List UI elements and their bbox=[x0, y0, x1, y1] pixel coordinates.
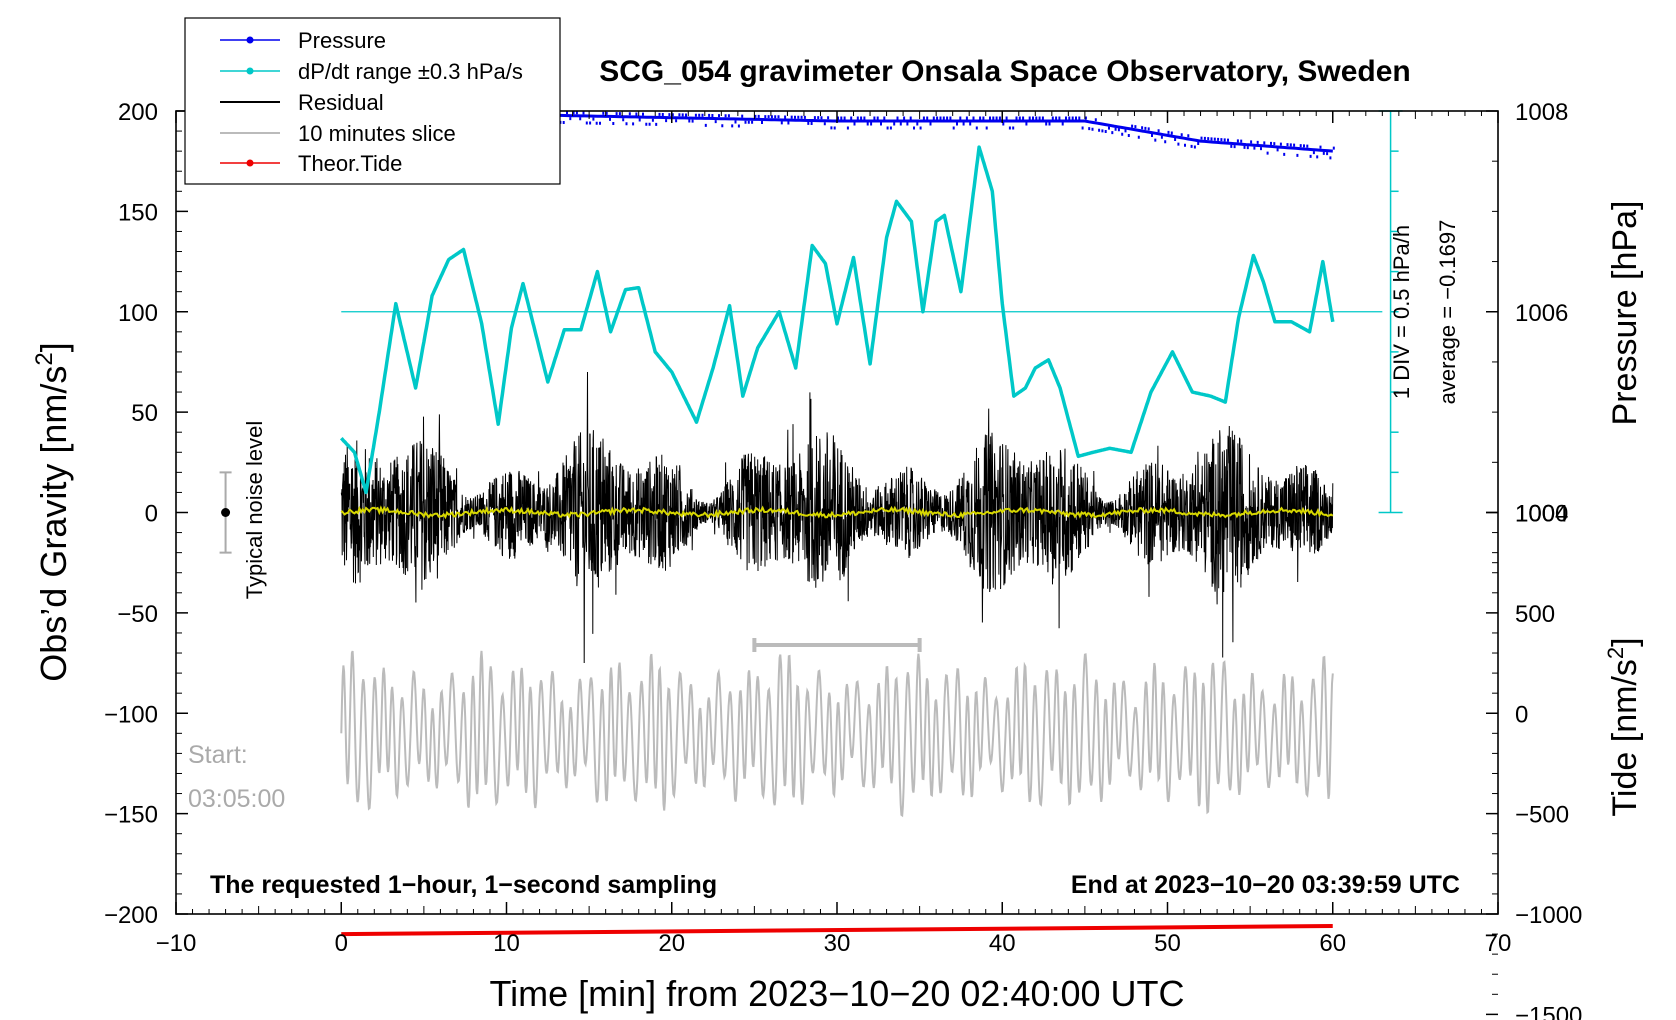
tide-tick-label: −1000 bbox=[1515, 902, 1582, 929]
start-time: 03:05:00 bbox=[188, 785, 285, 813]
y-axis-label-tide-end: ] bbox=[1606, 637, 1644, 646]
x-tick-label: 0 bbox=[335, 930, 348, 957]
y-tick-label: 50 bbox=[131, 400, 158, 427]
slice-line bbox=[340, 650, 1334, 818]
tide-tick-label: 0 bbox=[1515, 701, 1528, 728]
scale-bar-label-average: average = −0.1697 bbox=[1435, 220, 1460, 405]
y-axis-label-gravity-sup: 2 bbox=[31, 352, 58, 365]
y-axis-label-gravity-main: Obs’d Gravity [nm/s bbox=[33, 366, 74, 682]
pressure-tick-label: 1004 bbox=[1515, 501, 1568, 528]
x-tick-label: 30 bbox=[824, 930, 851, 957]
residual-line bbox=[340, 371, 1334, 664]
y-tick-label: 200 bbox=[118, 99, 158, 126]
plot-data-layer bbox=[219, 106, 1403, 937]
y-axis-label-tide: Tide [nm/s2] bbox=[1603, 637, 1644, 816]
y-axis-label-gravity: Obs’d Gravity [nm/s2] bbox=[31, 342, 74, 681]
legend-item-slice: 10 minutes slice bbox=[220, 121, 456, 146]
y-tick-label: 0 bbox=[145, 501, 158, 528]
x-tick-label: 40 bbox=[989, 930, 1016, 957]
legend-item-tide: Theor.Tide bbox=[220, 151, 402, 176]
legend-item-pressure: Pressure bbox=[220, 28, 386, 53]
slice-marker bbox=[752, 637, 922, 652]
tide-tick-label: 1000 bbox=[1515, 501, 1568, 528]
start-label: Start: bbox=[188, 741, 248, 769]
legend-label-tide: Theor.Tide bbox=[298, 151, 402, 176]
y-tick-label: −50 bbox=[117, 601, 158, 628]
axes-layer: −10 0 10 20 30 40 50 60 70−200−150−100−500501001… bbox=[104, 99, 1582, 1020]
tide-tick-label: −500 bbox=[1515, 802, 1569, 829]
legend-marker-dpdt bbox=[246, 67, 254, 75]
pressure-tick-label: 1006 bbox=[1515, 300, 1568, 327]
y-tick-label: 150 bbox=[118, 199, 158, 226]
chart-title: SCG_054 gravimeter Onsala Space Observat… bbox=[599, 55, 1411, 88]
tide-line bbox=[341, 924, 1333, 937]
legend-label-dpdt: dP/dt range ±0.3 hPa/s bbox=[298, 59, 523, 84]
bottom-right-note: End at 2023−10−20 03:39:59 UTC bbox=[1071, 871, 1460, 899]
legend-label-residual: Residual bbox=[298, 90, 384, 115]
legend-label-slice: 10 minutes slice bbox=[298, 121, 456, 146]
pressure-tick-label: 1008 bbox=[1515, 99, 1568, 126]
y-tick-label: 100 bbox=[118, 300, 158, 327]
x-tick-label: 20 bbox=[658, 930, 685, 957]
smoothed-residual-line bbox=[340, 505, 1334, 520]
scale-bar-label-div: 1 DIV = 0.5 hPa/h bbox=[1389, 225, 1414, 399]
legend-marker-pressure bbox=[246, 36, 254, 44]
bottom-left-note: The requested 1−hour, 1−second sampling bbox=[210, 871, 717, 899]
x-tick-label: 10 bbox=[493, 930, 520, 957]
y-tick-label: −200 bbox=[104, 902, 158, 929]
y-tick-label: −100 bbox=[104, 701, 158, 728]
legend-marker-tide bbox=[246, 159, 254, 167]
x-tick-label: 50 bbox=[1154, 930, 1181, 957]
legend-label-pressure: Pressure bbox=[298, 28, 386, 53]
y-axis-label-tide-main: Tide [nm/s bbox=[1606, 659, 1644, 816]
y-axis-label-pressure: Pressure [hPa] bbox=[1606, 201, 1644, 426]
noise-level-point bbox=[221, 508, 231, 517]
noise-level-label: Typical noise level bbox=[242, 421, 267, 600]
x-tick-label: −10 bbox=[156, 930, 197, 957]
legend-item-residual: Residual bbox=[220, 90, 384, 115]
tide-tick-label: −1500 bbox=[1515, 1002, 1582, 1020]
legend: Pressure dP/dt range ±0.3 hPa/s Residual… bbox=[184, 17, 561, 185]
legend-item-dpdt: dP/dt range ±0.3 hPa/s bbox=[220, 59, 523, 84]
dpdt-line bbox=[339, 145, 1335, 495]
y-axis-label-gravity-end: ] bbox=[33, 342, 74, 352]
y-tick-label: −150 bbox=[104, 802, 158, 829]
tide-tick-label: 500 bbox=[1515, 601, 1555, 628]
x-axis-label: Time [min] from 2023−10−20 02:40:00 UTC bbox=[489, 973, 1184, 1014]
x-tick-label: 60 bbox=[1319, 930, 1346, 957]
y-axis-label-tide-sup: 2 bbox=[1603, 647, 1628, 659]
